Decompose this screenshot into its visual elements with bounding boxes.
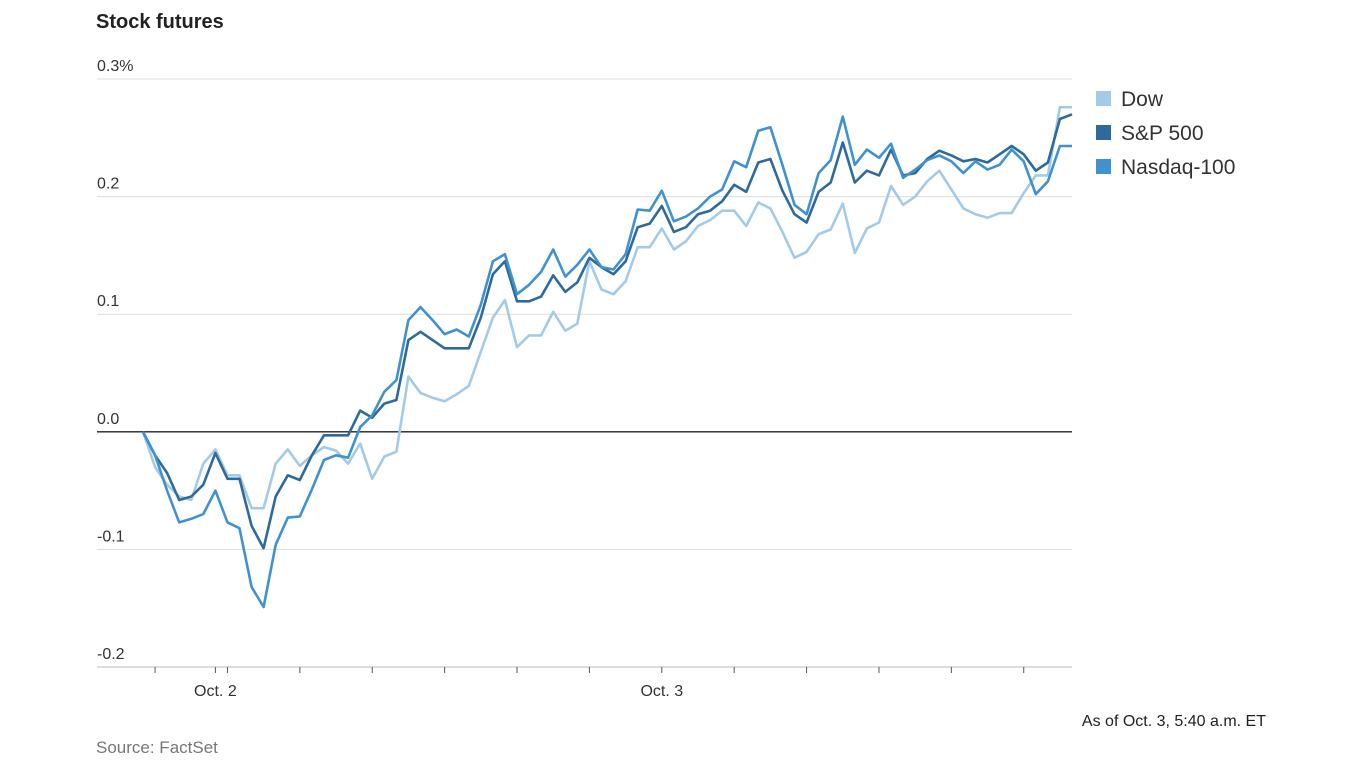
x-tick-label: Oct. 2 <box>194 683 237 700</box>
source: Source: FactSet <box>96 738 218 757</box>
line-series <box>141 115 1072 609</box>
y-tick-label: 0.3% <box>97 58 133 75</box>
x-tick-label: Oct. 3 <box>640 683 683 700</box>
legend-label: Nasdaq-100 <box>1121 156 1235 179</box>
y-tick-label: -0.1 <box>97 528 125 545</box>
chart-title: Stock futures <box>96 11 224 33</box>
legend-swatch <box>1096 125 1111 140</box>
legend-label: Dow <box>1121 88 1164 111</box>
legend-swatch <box>1096 91 1111 106</box>
y-tick-label: 0.2 <box>97 176 119 193</box>
line-series <box>141 105 1072 510</box>
line-series <box>141 113 1073 550</box>
y-tick-label: 0.1 <box>97 293 119 310</box>
y-tick-label: -0.2 <box>97 646 125 663</box>
y-tick-label: 0.0 <box>97 411 119 428</box>
note: As of Oct. 3, 5:40 a.m. ET <box>1082 713 1266 730</box>
legend-swatch <box>1096 159 1111 174</box>
legend-label: S&P 500 <box>1121 122 1204 145</box>
